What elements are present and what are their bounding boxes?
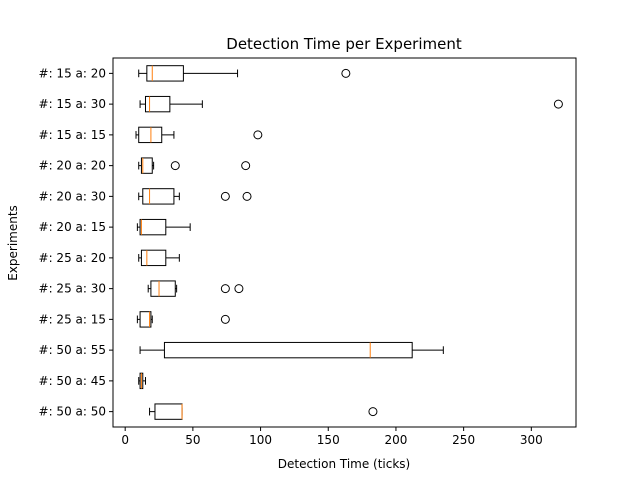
box — [139, 311, 152, 328]
y-axis: #: 15 a: 20 #: 15 a: 30 #: 15 a: 15 #: 20 a… — [39, 66, 113, 419]
box-group — [138, 249, 180, 267]
box — [146, 65, 184, 82]
plot-frame — [112, 57, 577, 428]
x-tick-label: 50 — [185, 433, 200, 447]
x-tick-label: 300 — [520, 433, 543, 447]
box — [139, 218, 167, 236]
box — [150, 280, 176, 297]
x-axis: 0 50 100 150 200 250 300 — [121, 427, 543, 447]
x-tick-label: 250 — [452, 433, 475, 447]
y-tick-label: #: 50 a: 45 — [39, 374, 106, 388]
box — [138, 126, 163, 144]
y-tick-label: #: 50 a: 50 — [39, 405, 106, 419]
box-group — [149, 403, 378, 420]
box — [140, 249, 167, 267]
box-group — [147, 280, 244, 297]
chart-title: Detection Time per Experiment — [226, 35, 462, 53]
outlier-point — [368, 407, 378, 417]
y-tick-label: #: 25 a: 30 — [39, 282, 106, 296]
y-tick-label: #: 25 a: 15 — [39, 312, 106, 326]
x-tick-label: 0 — [121, 433, 129, 447]
outlier-point — [220, 191, 230, 201]
outlier-point — [220, 284, 230, 294]
x-tick-label: 100 — [249, 433, 272, 447]
x-tick-label: 200 — [384, 433, 407, 447]
outlier-point — [242, 191, 252, 201]
y-tick-label: #: 20 a: 20 — [39, 159, 106, 173]
y-tick-label: #: 15 a: 15 — [39, 128, 106, 142]
y-tick-label: #: 15 a: 30 — [39, 97, 106, 111]
outlier-point — [170, 161, 180, 171]
box — [144, 95, 171, 113]
outlier-point — [341, 68, 351, 78]
y-axis-title: Experiments — [6, 205, 20, 281]
box-group — [136, 218, 191, 236]
outlier-point — [234, 284, 244, 294]
box-group — [138, 65, 351, 82]
box-group — [139, 341, 444, 359]
box-group — [139, 95, 563, 113]
x-axis-title: Detection Time (ticks) — [278, 457, 411, 471]
y-tick-label: #: 15 a: 20 — [39, 66, 106, 80]
plot-area — [135, 65, 563, 420]
outlier-point — [241, 161, 251, 171]
box — [140, 157, 153, 174]
y-tick-label: #: 50 a: 55 — [39, 343, 106, 357]
box-group — [135, 126, 263, 144]
box-group — [138, 372, 146, 390]
box-group — [136, 311, 230, 328]
outlier-point — [553, 99, 563, 109]
box — [142, 188, 175, 205]
box-group — [138, 157, 251, 174]
box-group — [138, 188, 252, 205]
outlier-point — [253, 130, 263, 140]
y-tick-label: #: 25 a: 20 — [39, 251, 106, 265]
box — [163, 341, 413, 359]
outlier-point — [220, 314, 230, 324]
y-tick-label: #: 20 a: 15 — [39, 220, 106, 234]
y-tick-label: #: 20 a: 30 — [39, 189, 106, 203]
x-tick-label: 150 — [317, 433, 340, 447]
